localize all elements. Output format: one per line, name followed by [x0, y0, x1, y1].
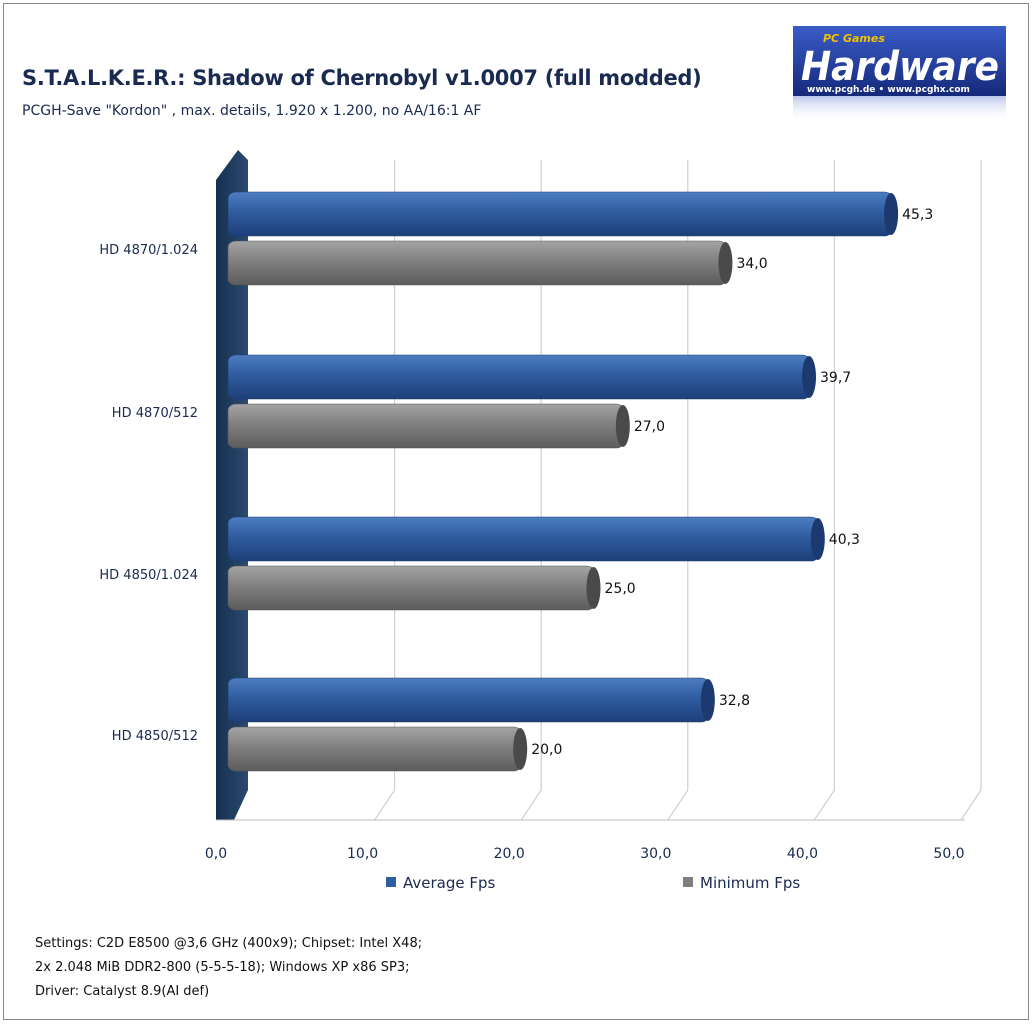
logo-url-text: www.pcgh.de • www.pcghx.com — [807, 85, 970, 95]
bar-minimum — [227, 565, 595, 611]
x-tick-label: 40,0 — [787, 846, 818, 862]
bar-average-cap — [810, 518, 825, 560]
floor-gridline — [374, 789, 396, 821]
logo-top-text: PC Games — [823, 32, 885, 45]
bar-minimum-cap — [586, 567, 601, 609]
settings-notes: Settings: C2D E8500 @3,6 GHz (400x9); Ch… — [35, 932, 422, 1004]
floor-gridline — [667, 789, 689, 821]
category-label: HD 4870/512 — [112, 406, 198, 421]
bar-average — [227, 516, 820, 562]
bar-average — [227, 191, 893, 237]
category-label: HD 4850/1.024 — [99, 568, 198, 583]
data-label: 39,7 — [820, 370, 851, 386]
bar-minimum-cap — [513, 728, 528, 770]
note-line-1: Settings: C2D E8500 @3,6 GHz (400x9); Ch… — [35, 936, 423, 951]
pcgh-logo: PC Games Hardware www.pcgh.de • www.pcgh… — [793, 26, 1006, 122]
chart-title: S.T.A.L.K.E.R.: Shadow of Chernobyl v1.0… — [22, 66, 702, 90]
note-line-2: 2x 2.048 MiB DDR2-800 (5-5-5-18); Window… — [35, 960, 410, 975]
legend-average: Average Fps — [386, 874, 495, 892]
bar-minimum-cap — [718, 242, 733, 284]
legend-minimum-swatch — [683, 877, 693, 887]
x-tick-label: 30,0 — [640, 846, 671, 862]
legend-minimum-label: Minimum Fps — [700, 874, 801, 892]
x-tick-label: 50,0 — [933, 846, 964, 862]
floor-gridline — [813, 789, 835, 821]
bar-average-cap — [802, 356, 817, 398]
category-label: HD 4850/512 — [112, 729, 198, 744]
floor-gridline — [520, 789, 542, 821]
bar-chart: 0,0 10,0 20,0 30,0 40,0 50,0 45,3 34,0 HD 4870/1… — [99, 150, 982, 862]
data-label: 34,0 — [736, 256, 767, 272]
bar-average-cap — [884, 193, 899, 235]
data-label: 45,3 — [902, 207, 933, 223]
data-label: 40,3 — [829, 532, 860, 548]
legend-average-swatch — [386, 877, 396, 887]
x-tick-label: 20,0 — [494, 846, 525, 862]
floor-gridline — [960, 789, 982, 821]
x-tick-label: 0,0 — [205, 846, 227, 862]
data-label: 20,0 — [531, 742, 562, 758]
x-tick-label: 10,0 — [347, 846, 378, 862]
chart-subtitle: PCGH-Save "Kordon" , max. details, 1.920… — [22, 103, 482, 119]
legend-minimum: Minimum Fps — [683, 874, 800, 892]
legend-average-label: Average Fps — [403, 874, 496, 892]
bar-average — [227, 354, 811, 400]
data-label: 32,8 — [719, 693, 750, 709]
bar-minimum — [227, 240, 727, 286]
bar-average — [227, 677, 710, 723]
bar-minimum — [227, 403, 625, 449]
note-line-3: Driver: Catalyst 8.9(AI def) — [35, 984, 210, 999]
category-label: HD 4870/1.024 — [99, 243, 198, 258]
side-wall — [216, 150, 248, 820]
bar-minimum — [227, 726, 522, 772]
bar-average-cap — [700, 679, 715, 721]
data-label: 25,0 — [605, 581, 636, 597]
chart-frame — [3, 3, 1029, 1020]
data-label: 27,0 — [634, 419, 665, 435]
bar-minimum-cap — [615, 405, 630, 447]
logo-main-text: Hardware — [801, 44, 999, 90]
